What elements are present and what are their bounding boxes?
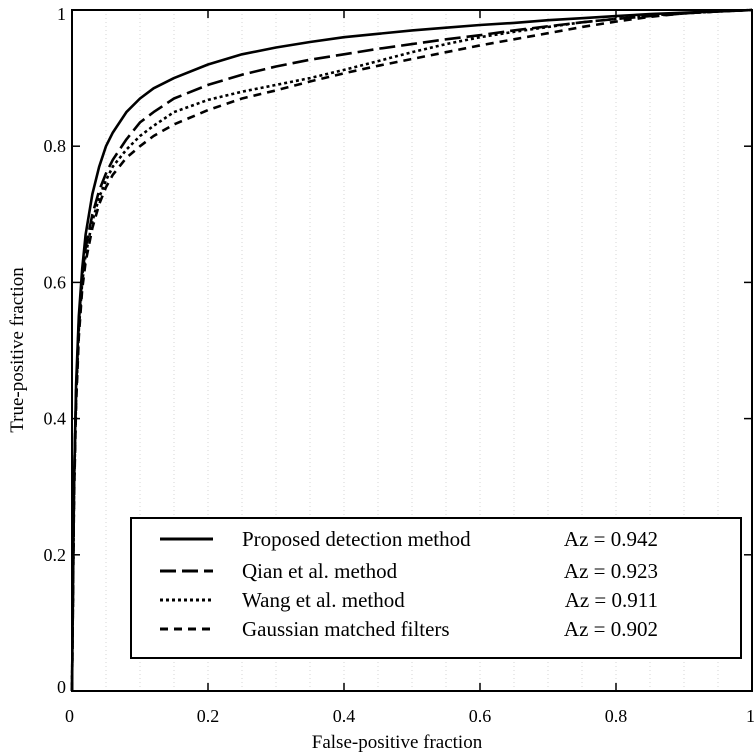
series-line-4 xyxy=(70,8,753,692)
legend-series-name: Wang et al. method xyxy=(242,588,405,612)
x-tick-label: 1 xyxy=(746,706,754,726)
series-line-2 xyxy=(70,8,753,692)
x-tick-labels: 0 0.2 0.4 0.6 0.8 1 xyxy=(65,706,754,726)
legend-items: Proposed detection method Az = 0.942 Qian … xyxy=(160,527,658,641)
legend-box xyxy=(130,517,742,659)
y-tick-label: 1 xyxy=(57,4,66,24)
legend-az-value: Az = 0.942 xyxy=(564,527,658,551)
legend-series-name: Gaussian matched filters xyxy=(242,617,450,641)
x-tick-label: 0.2 xyxy=(197,706,220,726)
x-axis-label: False-positive fraction xyxy=(312,732,483,753)
legend-az-value: Az = 0.923 xyxy=(564,559,658,583)
legend-az-value: Az = 0.902 xyxy=(564,617,658,641)
y-tick-label: 0 xyxy=(57,677,66,697)
legend-az-value: Az = 0.911 xyxy=(565,588,658,612)
legend-series-name: Proposed detection method xyxy=(242,527,471,551)
tick-marks xyxy=(71,9,753,692)
legend: Proposed detection method Az = 0.942 Qian … xyxy=(130,517,742,659)
legend-series-name: Qian et al. method xyxy=(242,559,398,583)
y-tick-label: 0.6 xyxy=(44,272,67,292)
y-tick-label: 0.2 xyxy=(44,545,67,565)
x-tick-label: 0.8 xyxy=(605,706,628,726)
grid-lines xyxy=(105,10,719,691)
series-line-1 xyxy=(70,8,753,692)
x-tick-label: 0.4 xyxy=(333,706,356,726)
series-group xyxy=(70,8,753,692)
y-tick-label: 0.8 xyxy=(44,136,67,156)
y-axis-label: True-positive fraction xyxy=(7,267,28,433)
x-tick-label: 0 xyxy=(65,706,74,726)
x-tick-label: 0.6 xyxy=(469,706,492,726)
y-tick-labels: 0 0.2 0.4 0.6 0.8 1 xyxy=(44,4,67,697)
y-tick-label: 0.4 xyxy=(44,409,67,429)
plot-frame xyxy=(71,9,753,692)
